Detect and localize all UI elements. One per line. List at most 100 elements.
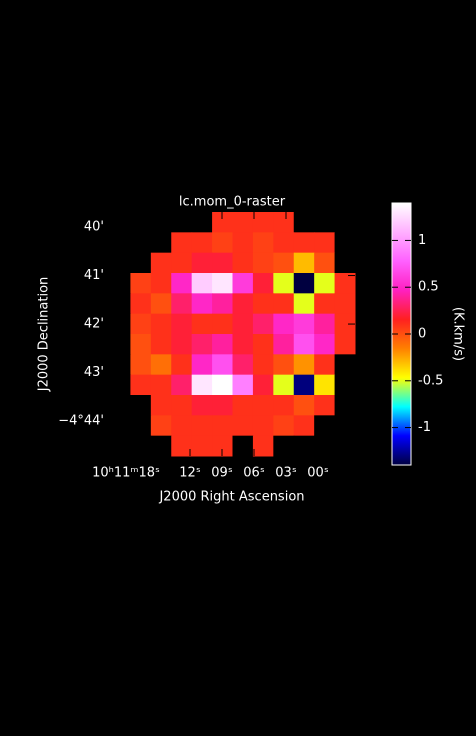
pixel: [252, 395, 274, 416]
blank-cell: [110, 435, 131, 457]
pixel: [150, 395, 172, 416]
blank-cell: [334, 374, 356, 396]
pixel: [171, 415, 193, 437]
blank-cell: [110, 232, 131, 254]
blank-cell: [150, 212, 172, 233]
pixel: [212, 415, 233, 437]
colorbar-tick-label: -0.5: [418, 373, 443, 388]
pixel: [273, 252, 295, 274]
blank-cell: [110, 415, 131, 437]
pixel: [171, 232, 193, 254]
pixel: [191, 395, 213, 416]
blank-cell: [110, 273, 131, 294]
pixel: [191, 232, 213, 254]
pixel: [212, 252, 233, 274]
blank-cell: [334, 395, 356, 416]
pixel: [314, 313, 336, 335]
blank-cell: [334, 252, 356, 274]
x-tick-label: 03ˢ: [275, 466, 297, 481]
x-tick-label: 06ˢ: [243, 466, 265, 481]
x-axis-label: J2000 Right Ascension: [158, 490, 304, 505]
pixel: [212, 374, 233, 396]
pixel: [273, 212, 295, 233]
pixel: [252, 334, 274, 355]
pixel: [252, 252, 274, 274]
pixel: [252, 354, 274, 376]
blank-cell: [191, 212, 213, 233]
chart-title: lc.mom_0-raster: [179, 195, 286, 210]
pixel: [273, 293, 295, 315]
pixel: [150, 354, 172, 376]
pixel: [314, 252, 336, 274]
beam: [128, 427, 140, 439]
y-tick-label: 41': [84, 268, 104, 283]
blank-cell: [130, 232, 152, 254]
blank-cell: [293, 212, 315, 233]
blank-cell: [314, 415, 336, 437]
pixel: [171, 374, 193, 396]
pixel: [212, 232, 233, 254]
blank-cell: [334, 354, 356, 376]
blank-cell: [110, 252, 131, 274]
pixel: [130, 374, 152, 396]
pixel: [150, 334, 172, 355]
pixel: [252, 232, 274, 254]
pixel: [252, 212, 274, 233]
pixel: [273, 313, 295, 335]
pixel: [232, 395, 254, 416]
blank-cell: [334, 435, 356, 457]
pixel: [252, 435, 274, 457]
colorbar-tick-label: -1: [418, 420, 431, 435]
blank-cell: [110, 293, 131, 315]
pixel: [191, 354, 213, 376]
pixel: [212, 395, 233, 416]
blank-cell: [314, 435, 336, 457]
pixel: [314, 273, 336, 294]
pixel: [212, 273, 233, 294]
y-tick-label: −4°44': [58, 414, 104, 429]
pixel: [252, 273, 274, 294]
pixel: [191, 293, 213, 315]
pixel: [171, 293, 193, 315]
blank-cell: [130, 252, 152, 274]
pixel: [191, 435, 213, 457]
pixel: [293, 354, 315, 376]
y-tick-label: 42': [84, 317, 104, 332]
pixel: [130, 354, 152, 376]
pixel: [314, 354, 336, 376]
pixel: [150, 313, 172, 335]
pixel: [293, 415, 315, 437]
pixel: [273, 415, 295, 437]
pixel: [252, 313, 274, 335]
x-tick-label: 00ˢ: [307, 466, 329, 481]
blank-cell: [232, 435, 254, 457]
colorbar-label: (K.km/s): [451, 307, 466, 361]
pixel: [212, 212, 233, 233]
pixel: [252, 374, 274, 396]
pixel: [130, 313, 152, 335]
y-tick-label: 40': [84, 220, 104, 235]
blank-cell: [171, 212, 193, 233]
blank-cell: [314, 212, 336, 233]
pixel: [293, 374, 315, 396]
pixel: [191, 334, 213, 355]
pixel: [314, 374, 336, 396]
pixel: [314, 293, 336, 315]
pixel: [273, 395, 295, 416]
pixel: [171, 354, 193, 376]
pixel: [273, 354, 295, 376]
pixel: [150, 415, 172, 437]
pixel: [314, 334, 336, 355]
pixel: [232, 354, 254, 376]
pixel: [293, 232, 315, 254]
pixel: [191, 313, 213, 335]
pixel: [212, 354, 233, 376]
blank-cell: [130, 395, 152, 416]
pixel: [212, 313, 233, 335]
blank-cell: [334, 415, 356, 437]
pixel: [293, 293, 315, 315]
pixel: [232, 293, 254, 315]
blank-cell: [150, 435, 172, 457]
y-tick-label: 43': [84, 365, 104, 380]
pixel: [252, 415, 274, 437]
